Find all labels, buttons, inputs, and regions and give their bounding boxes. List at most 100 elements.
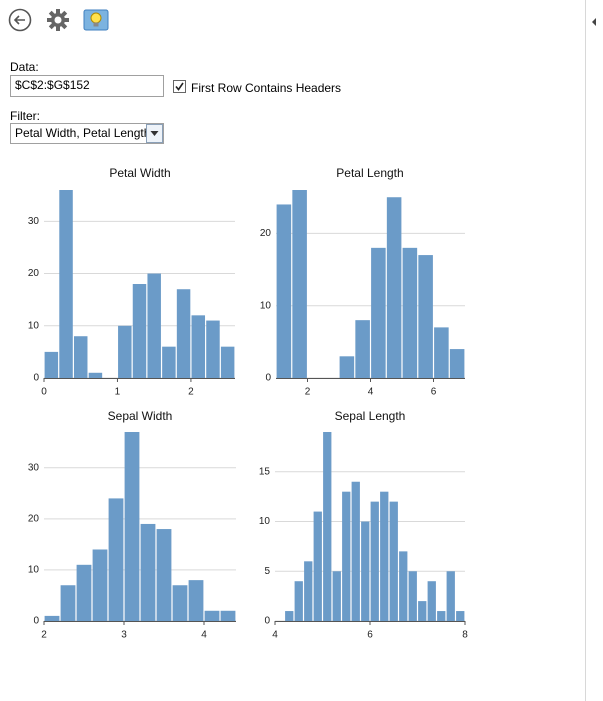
histogram: Sepal Length 0 5 10 15 4 6 8 — [259, 409, 468, 640]
settings-button[interactable] — [47, 9, 69, 31]
side-panel-toggle[interactable] — [586, 0, 603, 44]
y-tick-label: 0 — [33, 373, 39, 384]
x-tick-label: 4 — [272, 630, 278, 641]
y-tick-label: 20 — [28, 268, 40, 279]
histogram-bar — [118, 325, 132, 378]
histogram-bar — [162, 346, 176, 378]
histogram-bar — [402, 247, 418, 378]
y-tick-label: 10 — [28, 565, 40, 576]
histogram-bar — [285, 611, 294, 621]
chart-title: Sepal Width — [108, 409, 173, 423]
histogram-bar — [140, 523, 156, 621]
x-tick-label: 2 — [305, 387, 311, 398]
y-tick-label: 0 — [265, 373, 271, 384]
data-label: Data: — [10, 60, 39, 74]
histogram-bar — [88, 372, 103, 378]
filter-label: Filter: — [10, 109, 40, 123]
y-tick-label: 20 — [260, 228, 272, 239]
histogram-bar — [132, 284, 147, 378]
histogram-bar — [371, 247, 386, 378]
histogram: Petal Width 0 10 20 30 0 1 2 — [28, 166, 235, 398]
histogram-bar — [355, 320, 370, 378]
histogram-bar — [172, 585, 188, 621]
histogram-bar — [408, 571, 417, 621]
y-tick-label: 10 — [259, 516, 271, 527]
histogram-bar — [339, 356, 355, 378]
filter-value: Petal Width, Petal Length — [10, 123, 164, 144]
histogram-bar — [389, 501, 398, 621]
histogram-bar — [437, 611, 446, 621]
y-tick-label: 15 — [259, 466, 271, 477]
y-tick-label: 5 — [264, 566, 270, 577]
histogram-bar — [434, 327, 449, 378]
checkmark — [175, 82, 184, 91]
side-panel-border — [585, 0, 586, 701]
histogram: Petal Length 0 10 20 2 4 6 — [260, 166, 465, 398]
histogram-bar — [220, 610, 236, 621]
histogram-bar — [76, 564, 92, 621]
histogram: Sepal Width 0 10 20 30 2 3 4 — [28, 409, 236, 641]
toolbar — [8, 8, 109, 32]
histogram-bar — [380, 491, 389, 621]
histogram-bar — [304, 561, 313, 621]
x-tick-label: 3 — [121, 630, 127, 641]
histogram-bar — [124, 432, 140, 621]
x-tick-label: 8 — [462, 630, 468, 641]
histogram-bar — [361, 521, 370, 621]
histogram-bar — [446, 571, 455, 621]
chart-title: Petal Width — [109, 166, 170, 180]
y-tick-label: 30 — [28, 462, 40, 473]
histogram-bar — [73, 336, 88, 378]
histogram-bar — [147, 273, 161, 378]
histogram-bar — [386, 197, 402, 378]
data-range-input[interactable]: $C$2:$G$152 — [10, 75, 164, 97]
y-tick-label: 10 — [28, 320, 40, 331]
histogram-bar — [456, 611, 465, 621]
histogram-bar — [323, 432, 332, 621]
histogram-bar — [449, 349, 465, 378]
y-tick-label: 10 — [260, 300, 272, 311]
histogram-bar — [427, 581, 436, 621]
histogram-bar — [294, 581, 303, 621]
headers-checkbox[interactable] — [173, 80, 187, 94]
x-tick-label: 1 — [115, 387, 121, 398]
filter-dropdown[interactable]: Petal Width, Petal Length — [10, 123, 164, 144]
histogram-bar — [156, 529, 172, 621]
x-tick-label: 4 — [368, 387, 374, 398]
chart-title: Sepal Length — [335, 409, 406, 423]
dropdown-arrow[interactable] — [146, 124, 163, 143]
y-tick-label: 0 — [33, 616, 39, 627]
histogram-bar — [44, 615, 60, 621]
histogram-bar — [370, 501, 379, 621]
x-tick-label: 6 — [367, 630, 373, 641]
y-tick-label: 0 — [264, 616, 270, 627]
headers-checkbox-label[interactable]: First Row Contains Headers — [191, 81, 342, 95]
histogram-bar — [342, 491, 351, 621]
chart-title: Petal Length — [336, 166, 403, 180]
histogram-bar — [188, 580, 204, 621]
x-tick-label: 2 — [188, 387, 194, 398]
histogram-bar — [399, 551, 408, 621]
y-tick-label: 20 — [28, 513, 40, 524]
histogram-bar — [418, 601, 427, 621]
histogram-bar — [92, 549, 108, 621]
histogram-bar — [276, 204, 292, 378]
x-tick-label: 0 — [41, 387, 47, 398]
histogram-bar — [176, 289, 191, 378]
ideas-button[interactable] — [83, 9, 109, 31]
histogram-bar — [418, 255, 433, 378]
histogram-bar — [59, 190, 73, 378]
histogram-bar — [313, 511, 322, 621]
histogram-bar — [204, 610, 220, 621]
histogram-bar — [60, 585, 76, 621]
histogram-bar — [191, 315, 206, 378]
back-button[interactable] — [8, 8, 32, 32]
y-tick-label: 30 — [28, 216, 40, 227]
histogram-bar — [206, 320, 220, 378]
histogram-bar — [220, 346, 235, 378]
histogram-bar — [351, 481, 360, 621]
histogram-bar — [332, 571, 341, 621]
histogram-bar — [292, 190, 307, 378]
